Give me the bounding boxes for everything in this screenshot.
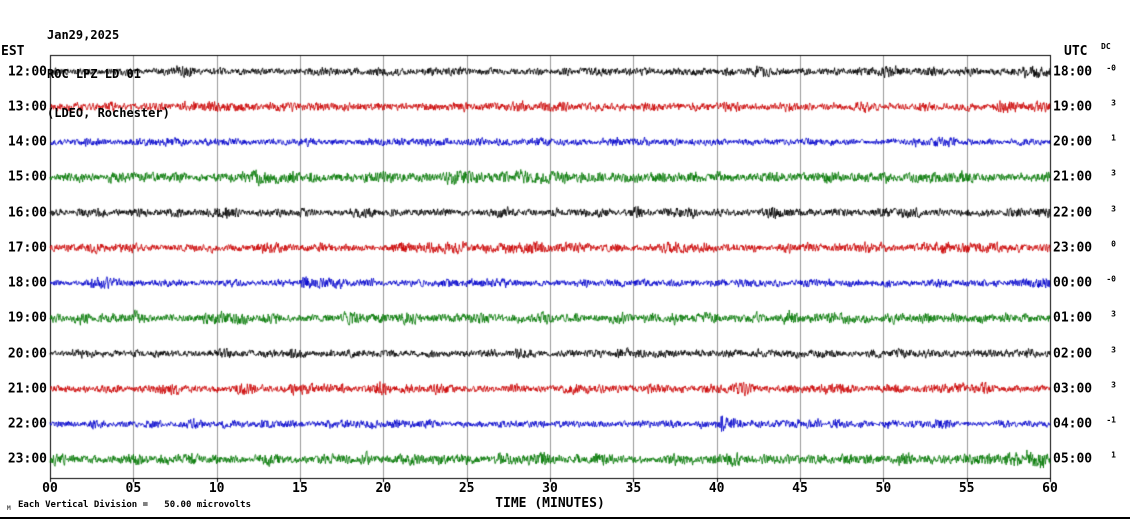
- dc-offset-value: -0: [1106, 63, 1116, 73]
- x-tick-label: 60: [1042, 481, 1058, 496]
- dc-offset-value: 3: [1111, 380, 1116, 390]
- x-tick-label: 15: [292, 481, 308, 496]
- dc-offset-value: 3: [1111, 98, 1116, 108]
- x-tick-label: 55: [958, 481, 975, 496]
- dc-offset-value: 0: [1111, 239, 1116, 249]
- x-tick-label: 25: [458, 481, 475, 496]
- utc-time-label: 23:00: [1053, 240, 1093, 256]
- footer-mark: M: [7, 505, 11, 512]
- plot-header: Jan29,2025 ROC LPZ LD 01 (LDEO, Rocheste…: [47, 3, 170, 146]
- x-tick-label: 20: [375, 481, 392, 496]
- dc-offset-value: -0: [1106, 274, 1116, 284]
- dc-offset-value: 3: [1111, 168, 1116, 178]
- utc-time-label: 20:00: [1053, 134, 1093, 150]
- utc-axis-label: UTC: [1064, 44, 1088, 59]
- utc-time-label: 03:00: [1053, 381, 1093, 397]
- est-time-label: 20:00: [7, 346, 47, 362]
- utc-time-label: 18:00: [1053, 64, 1093, 80]
- x-tick-label: 10: [208, 481, 225, 496]
- x-tick-label: 00: [42, 481, 58, 496]
- header-date: Jan29,2025: [47, 28, 120, 42]
- x-axis-label: TIME (MINUTES): [495, 496, 605, 511]
- dc-offset-value: -1: [1106, 415, 1116, 425]
- x-tick-label: 05: [125, 481, 142, 496]
- utc-time-label: 01:00: [1053, 310, 1093, 326]
- dc-offset-value: 3: [1111, 309, 1116, 319]
- bottom-border-line: [0, 517, 1130, 519]
- x-tick-label: 50: [875, 481, 892, 496]
- vertical-division-note: Each Vertical Division = 50.00 microvolt…: [18, 500, 251, 510]
- est-time-label: 14:00: [7, 134, 47, 150]
- utc-time-label: 22:00: [1053, 205, 1093, 221]
- utc-time-label: 02:00: [1053, 346, 1093, 362]
- dc-column-label: DC: [1101, 42, 1111, 51]
- est-axis-label: EST: [1, 44, 25, 59]
- dc-offset-value: 1: [1111, 133, 1116, 143]
- est-time-label: 18:00: [7, 275, 47, 291]
- x-tick-label: 45: [792, 481, 808, 496]
- est-time-label: 17:00: [7, 240, 47, 256]
- est-time-label: 12:00: [7, 64, 47, 80]
- dc-offset-value: 1: [1111, 450, 1116, 460]
- utc-time-label: 21:00: [1053, 169, 1093, 185]
- est-time-label: 16:00: [7, 205, 47, 221]
- dc-offset-value: 3: [1111, 204, 1116, 214]
- utc-time-label: 04:00: [1053, 416, 1093, 432]
- x-tick-label: 40: [708, 481, 725, 496]
- header-network-name: (LDEO, Rochester): [47, 106, 170, 120]
- est-time-label: 13:00: [7, 99, 47, 115]
- est-time-label: 15:00: [7, 169, 47, 185]
- est-time-label: 23:00: [7, 451, 47, 467]
- dc-offset-value: 3: [1111, 345, 1116, 355]
- utc-time-label: 00:00: [1053, 275, 1093, 291]
- est-time-label: 19:00: [7, 310, 47, 326]
- est-time-label: 21:00: [7, 381, 47, 397]
- x-tick-label: 30: [542, 481, 558, 496]
- x-tick-label: 35: [625, 481, 642, 496]
- utc-time-label: 19:00: [1053, 99, 1093, 115]
- header-station-code: ROC LPZ LD 01: [47, 67, 141, 81]
- utc-time-label: 05:00: [1053, 451, 1093, 467]
- est-time-label: 22:00: [7, 416, 47, 432]
